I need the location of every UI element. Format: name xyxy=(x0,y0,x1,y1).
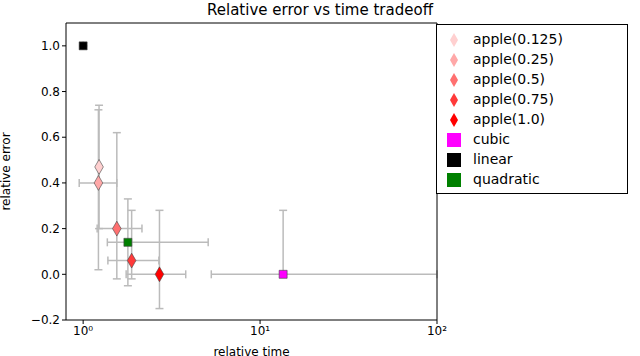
svg-text:0.2: 0.2 xyxy=(41,222,60,236)
html-text:apple(0.75): apple(0.75) xyxy=(473,91,554,107)
svg-text:0.6: 0.6 xyxy=(41,130,60,144)
svg-text:0.8: 0.8 xyxy=(41,85,60,99)
svg-text:−0.2: −0.2 xyxy=(31,313,60,327)
svg-text:10²: 10² xyxy=(427,324,447,338)
svg-text:1.0: 1.0 xyxy=(41,39,60,53)
svg-text:10¹: 10¹ xyxy=(250,324,270,338)
html-text:cubic: cubic xyxy=(473,131,510,147)
html-text:Relative error vs time tradeof: Relative error vs time tradeoff xyxy=(207,1,433,19)
svg-text:0.4: 0.4 xyxy=(41,176,60,190)
svg-text:relative error: relative error xyxy=(8,132,13,210)
svg-text:0.0: 0.0 xyxy=(41,268,60,282)
html-text:quadratic: quadratic xyxy=(473,171,540,187)
html-text:linear: linear xyxy=(473,151,513,167)
svg-text:10⁰: 10⁰ xyxy=(73,324,93,338)
html-text:apple(1.0): apple(1.0) xyxy=(473,111,545,127)
html-text:apple(0.125): apple(0.125) xyxy=(473,31,563,47)
html-text:apple(0.25): apple(0.25) xyxy=(473,51,554,67)
svg-text:relative time: relative time xyxy=(213,345,289,356)
html-text:apple(0.5): apple(0.5) xyxy=(473,71,545,87)
